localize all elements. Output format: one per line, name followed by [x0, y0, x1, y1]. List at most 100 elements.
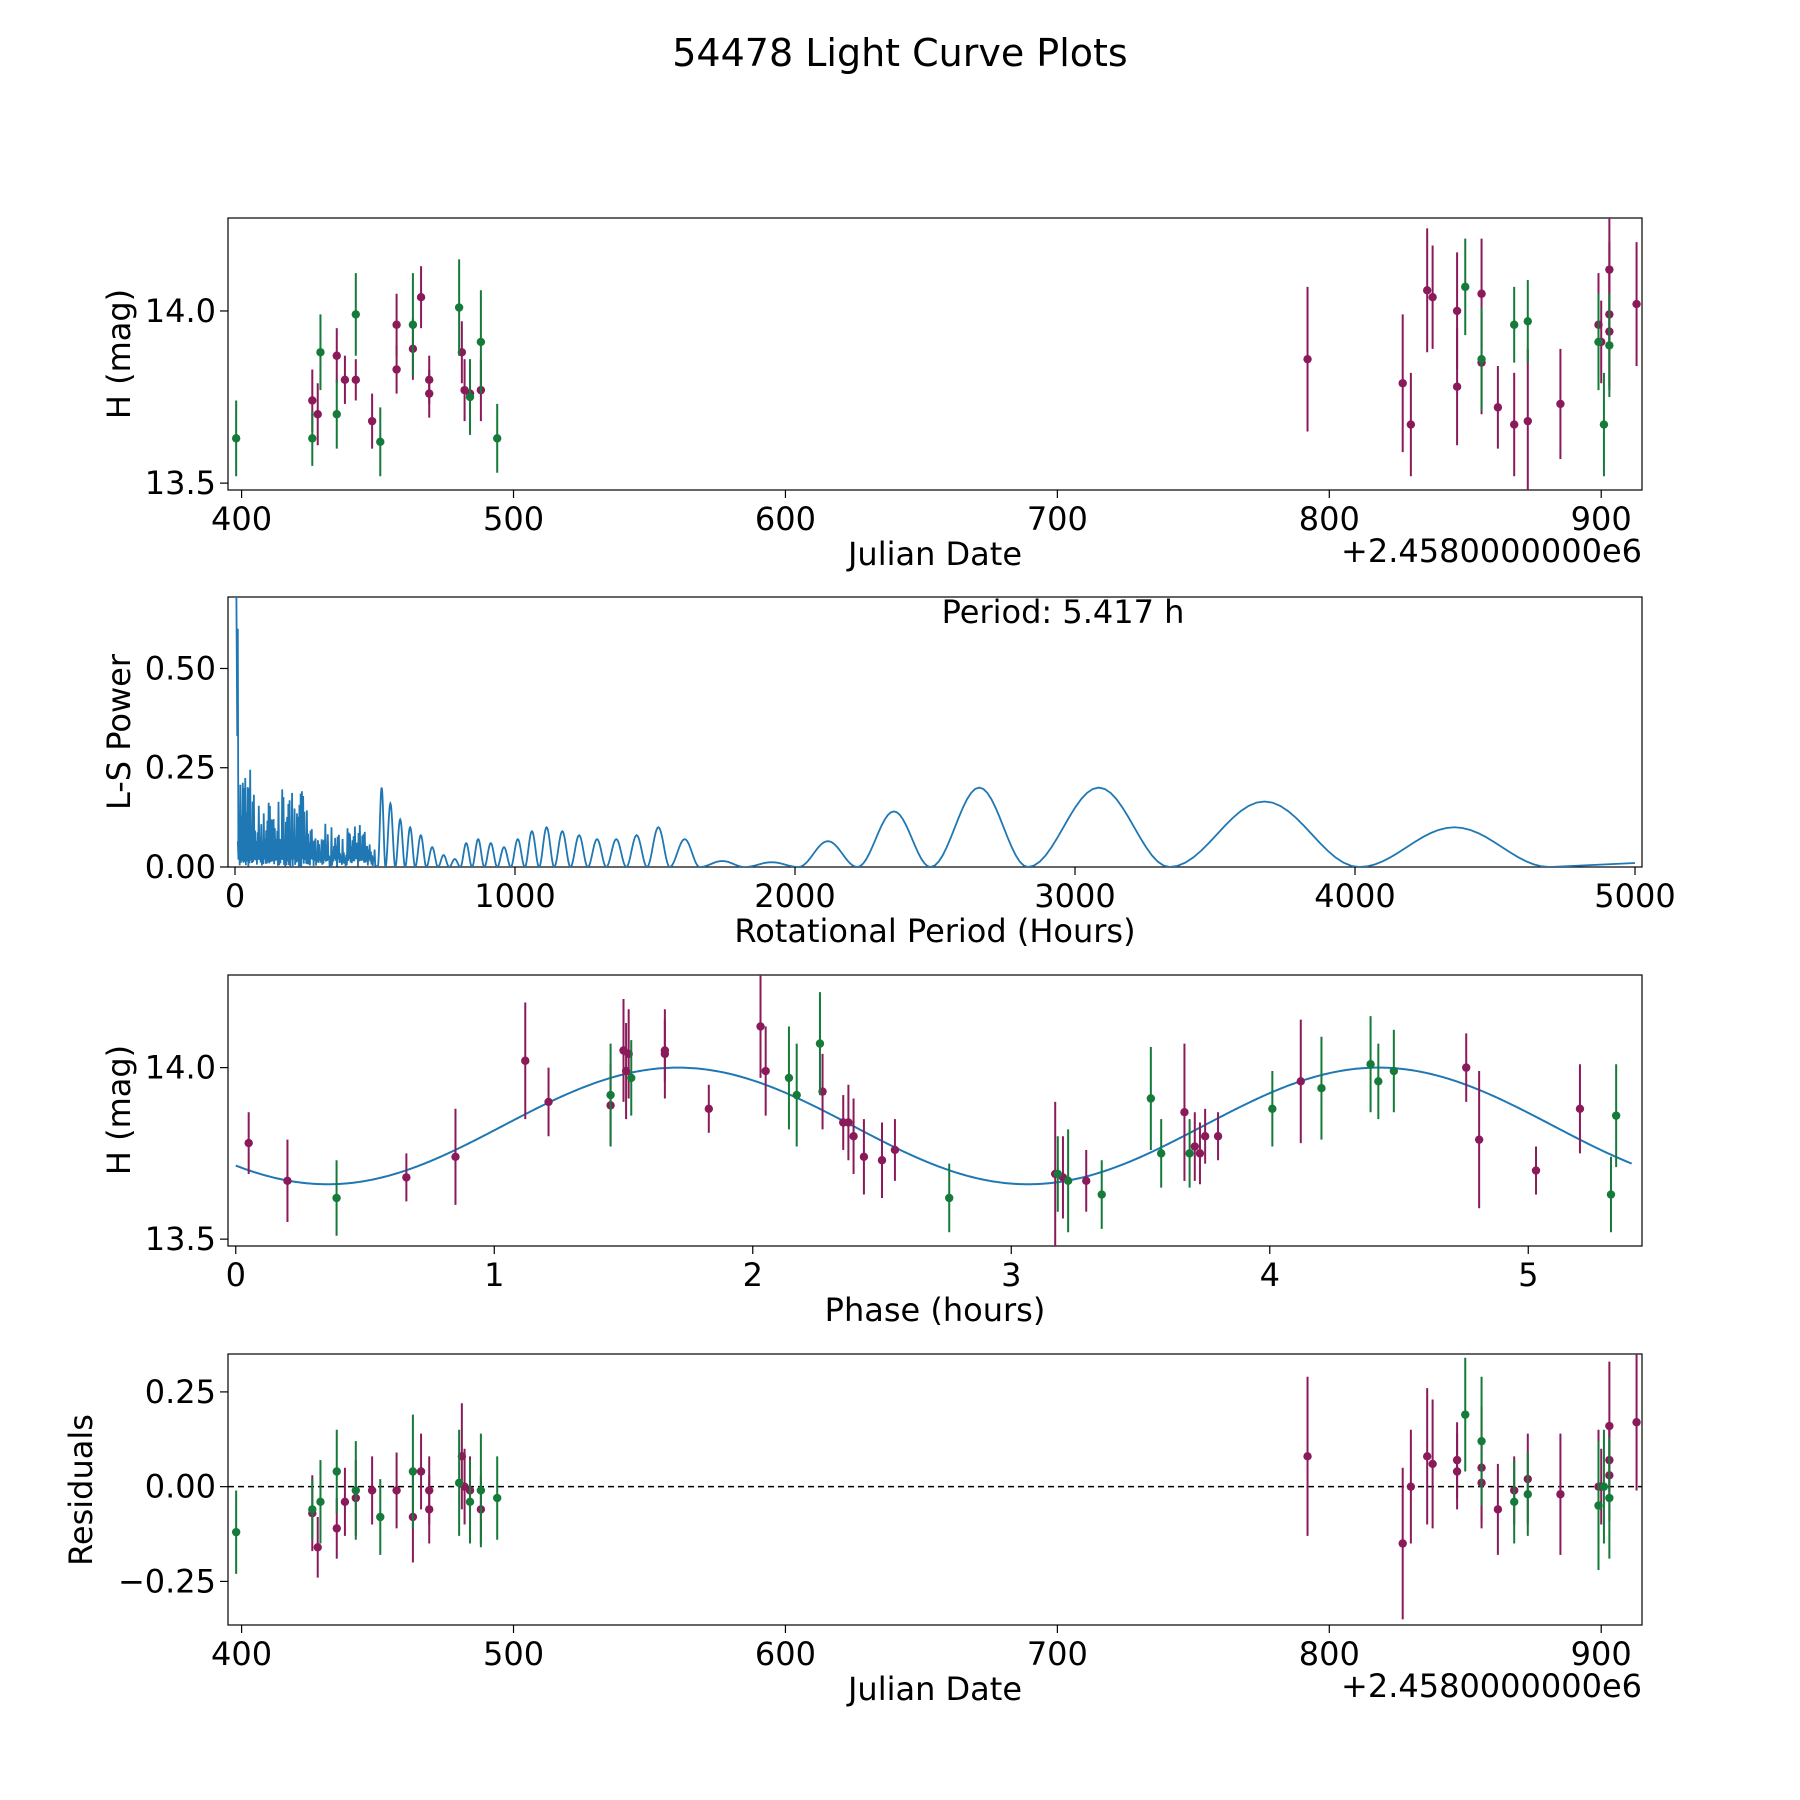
phase-folded-point-filter_a [1575, 1104, 1585, 1113]
light-curve-point-filter_b [316, 348, 325, 357]
phase-folded-point-filter_a [1200, 1132, 1210, 1141]
residuals-point-filter_b [493, 1493, 502, 1503]
phase-folded-xtick-label: 1 [484, 1256, 504, 1294]
residuals-point-filter_a [1556, 1490, 1565, 1499]
phase-folded-point-filter_b [945, 1193, 954, 1203]
periodogram-xtick-label: 4000 [1314, 877, 1395, 915]
phase-folded-point-filter_a [704, 1104, 714, 1113]
residuals-point-filter_a [1422, 1452, 1432, 1461]
phase-folded-point-filter_a [859, 1152, 869, 1162]
phase-folded-point-filter_a [1474, 1135, 1484, 1144]
light-curve-xtick-label: 500 [483, 500, 544, 538]
residuals-xlabel: Julian Date [846, 1670, 1022, 1708]
light-curve-point-filter_b [1461, 282, 1470, 292]
light-curve-point-filter_a [1632, 299, 1641, 309]
phase-folded-point-filter_b [1268, 1104, 1277, 1113]
phase-folded-point-filter_a [1531, 1166, 1541, 1175]
phase-folded-xtick-label: 3 [1001, 1256, 1021, 1294]
light-curve-xtick-label: 400 [211, 500, 272, 538]
phase-folded-point-filter_b [792, 1090, 801, 1100]
light-curve-point-filter_b [1605, 341, 1614, 350]
phase-folded-axes-frame [227, 974, 1643, 1247]
light-curve-point-filter_b [1599, 420, 1609, 429]
phase-folded-xtick-label: 0 [226, 1256, 246, 1294]
residuals-xtick-label: 600 [755, 1635, 816, 1673]
residuals-xtick-label: 700 [1027, 1635, 1088, 1673]
residuals-point-filter_a [392, 1486, 401, 1495]
residuals-point-filter_a [332, 1524, 341, 1533]
light-curve-offset-label: +2.4580000000e6 [1341, 532, 1642, 570]
phase-folded-point-filter_a [402, 1173, 411, 1182]
phase-folded-point-filter_a [451, 1152, 460, 1162]
periodogram-panel: 0 1000 2000 3000 4000 5000 0.00 0.25 0.50 Period… [100, 593, 1676, 950]
phase-folded-point-filter_b [1146, 1094, 1156, 1103]
residuals-point-filter_a [313, 1543, 322, 1552]
phase-folded-point-filter_b [1389, 1066, 1399, 1076]
light-curve-point-filter_a [1303, 354, 1312, 364]
phase-folded-xtick-label: 5 [1518, 1256, 1538, 1294]
light-curve-point-filter_b [1523, 317, 1532, 326]
periodogram-xtick-label: 1000 [474, 877, 555, 915]
residuals-point-filter_b [231, 1527, 241, 1537]
phase-folded-point-filter_a [1195, 1149, 1205, 1158]
periodogram-axes-frame [227, 596, 1643, 868]
phase-folded-point-filter_a [244, 1138, 253, 1148]
phase-folded-point-filter_a [1296, 1077, 1305, 1086]
residuals-offset-label: +2.4580000000e6 [1341, 1667, 1642, 1705]
light-curve-point-filter_a [1398, 379, 1407, 388]
light-curve-xlabel: Julian Date [846, 535, 1022, 573]
residuals-point-filter_b [351, 1486, 361, 1495]
light-curve-point-filter_b [332, 410, 341, 419]
phase-folded-plot-area [235, 975, 1633, 1246]
residuals-point-filter_b [1594, 1501, 1603, 1510]
light-curve-axes-frame [227, 217, 1643, 491]
periodogram-ytick-label: 0.00 [145, 848, 216, 886]
residuals-plot-area [228, 1354, 1642, 1620]
light-curve-xtick-label: 700 [1027, 500, 1088, 538]
light-curve-ytick-label: 13.5 [145, 464, 216, 502]
phase-folded-point-filter_a [1190, 1142, 1199, 1151]
periodogram-xlabel: Rotational Period (Hours) [734, 912, 1135, 950]
light-curve-xtick-label: 900 [1571, 500, 1632, 538]
phase-folded-ytick-label: 13.5 [145, 1220, 216, 1258]
light-curve-xtick-label: 600 [755, 500, 816, 538]
periodogram-plot-area [235, 597, 1636, 867]
light-curve-point-filter_b [231, 434, 241, 443]
light-curve-point-filter_a [1452, 382, 1462, 391]
light-curve-point-filter_a [340, 375, 350, 385]
phase-folded-point-filter_b [1366, 1059, 1375, 1069]
light-curve-point-filter_a [392, 320, 401, 329]
phase-folded-point-filter_b [606, 1090, 615, 1100]
light-curve-point-filter_a [1428, 292, 1437, 302]
phase-folded-point-filter_b [1374, 1077, 1383, 1086]
residuals-xtick-label: 900 [1571, 1635, 1632, 1673]
light-curve-point-filter_b [493, 434, 502, 443]
phase-folded-xtick-label: 2 [743, 1256, 763, 1294]
light-curve-point-filter_a [416, 292, 426, 302]
phase-folded-xlabel: Phase (hours) [825, 1291, 1046, 1329]
light-curve-point-filter_a [1493, 403, 1503, 412]
light-curve-plot-area [231, 218, 1641, 490]
phase-folded-point-filter_a [1180, 1108, 1189, 1117]
periodogram-ytick-label: 0.50 [145, 649, 216, 687]
light-curve-point-filter_a [1406, 420, 1416, 429]
light-curve-point-filter_b [308, 434, 317, 443]
residuals-point-filter_a [1398, 1539, 1407, 1548]
light-curve-xtick-label: 800 [1299, 500, 1360, 538]
residuals-point-filter_a [1303, 1452, 1312, 1461]
figure-title: 54478 Light Curve Plots [672, 31, 1127, 75]
phase-folded-ytick-label: 14.0 [145, 1049, 216, 1087]
phase-folded-point-filter_a [544, 1097, 553, 1107]
phase-folded-point-filter_b [1053, 1169, 1062, 1179]
light-curve-point-filter_a [1509, 420, 1519, 429]
residuals-point-filter_b [454, 1478, 464, 1488]
residuals-point-filter_b [408, 1467, 418, 1476]
residuals-ylabel: Residuals [62, 1414, 100, 1566]
residuals-point-filter_b [1599, 1482, 1609, 1491]
residuals-point-filter_b [1509, 1497, 1519, 1507]
residuals-point-filter_a [416, 1467, 426, 1476]
model-fit-curve [235, 1066, 1633, 1186]
phase-folded-point-filter_a [761, 1066, 770, 1076]
light-curve-point-filter_b [454, 303, 464, 312]
residuals-axes-frame [227, 1353, 1643, 1626]
